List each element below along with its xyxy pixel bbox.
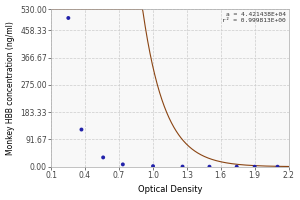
Point [275,165,280,168]
Point [79,128,84,131]
Y-axis label: Monkey HBB concentration (ng/ml): Monkey HBB concentration (ng/ml) [6,21,15,155]
Point [101,156,106,159]
Point [234,165,239,168]
Point [120,163,125,166]
Point [66,16,71,20]
Point [252,165,257,168]
X-axis label: Optical Density: Optical Density [137,185,202,194]
Point [207,165,212,168]
Point [151,165,155,168]
Point [180,165,185,168]
Text: a = 4.421438E+04
r² = 0.999813E+00: a = 4.421438E+04 r² = 0.999813E+00 [222,12,286,23]
